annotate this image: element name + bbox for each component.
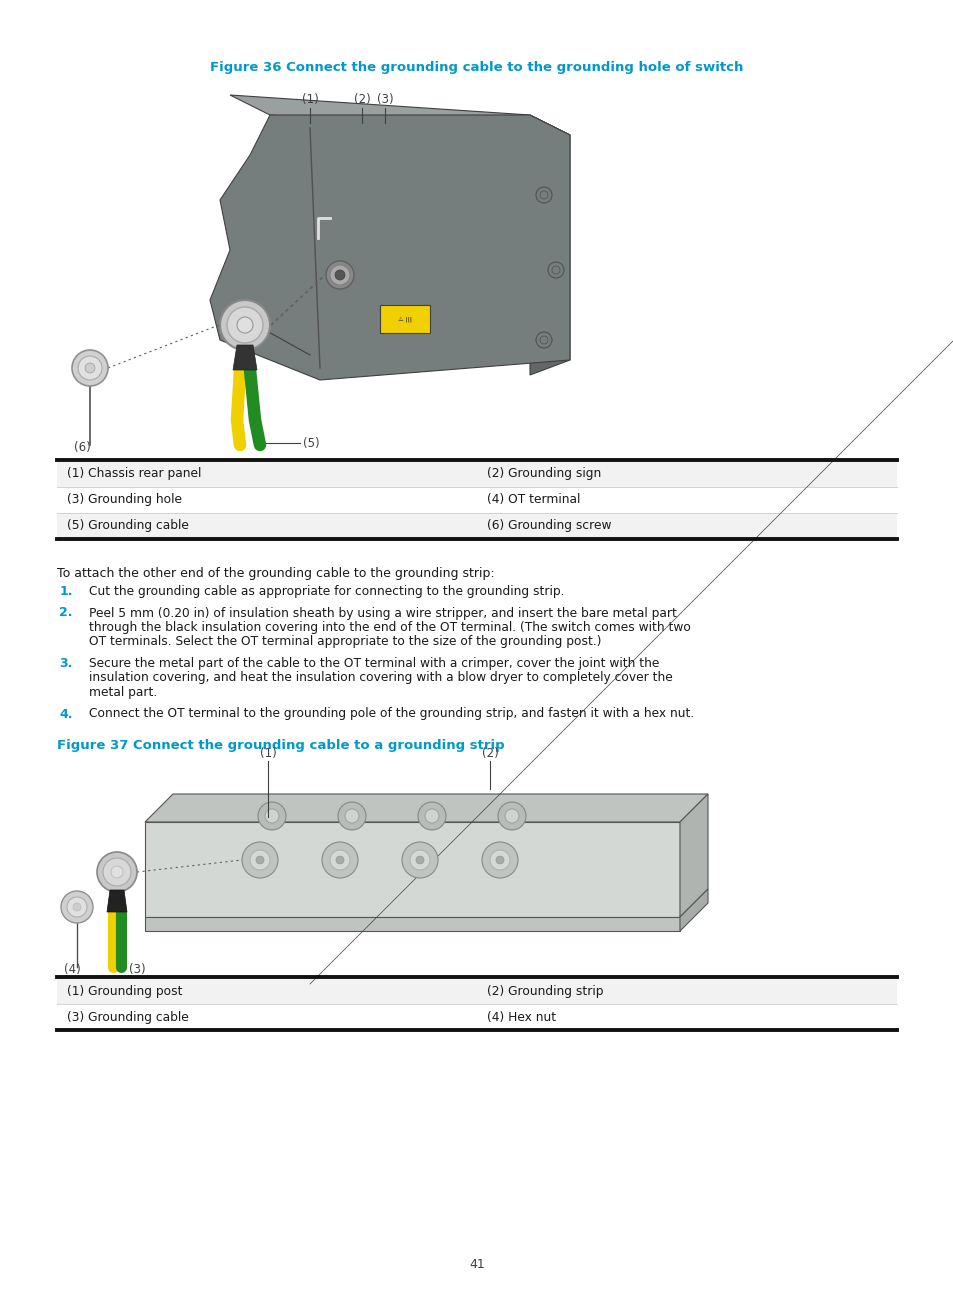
Circle shape [345, 809, 358, 823]
Text: (2) Grounding sign: (2) Grounding sign [486, 467, 600, 480]
Text: (1) Chassis rear panel: (1) Chassis rear panel [67, 467, 201, 480]
Text: ⚠ |||: ⚠ ||| [397, 316, 412, 322]
Circle shape [97, 851, 137, 892]
Text: through the black insulation covering into the end of the OT terminal. (The swit: through the black insulation covering in… [89, 621, 690, 634]
Circle shape [326, 261, 354, 289]
Text: (1) Grounding post: (1) Grounding post [67, 985, 182, 998]
FancyBboxPatch shape [57, 461, 896, 487]
FancyBboxPatch shape [57, 978, 896, 1004]
Text: (5) Grounding cable: (5) Grounding cable [67, 519, 189, 533]
Circle shape [401, 842, 437, 879]
Circle shape [496, 857, 503, 864]
Circle shape [330, 850, 350, 870]
Text: (4): (4) [317, 348, 335, 361]
Circle shape [330, 265, 350, 285]
Polygon shape [679, 795, 707, 917]
Text: 3.: 3. [59, 657, 73, 670]
Text: OT terminals. Select the OT terminal appropriate to the size of the grounding po: OT terminals. Select the OT terminal app… [89, 635, 601, 648]
Text: (2): (2) [481, 748, 497, 761]
Polygon shape [233, 345, 256, 370]
Circle shape [335, 857, 344, 864]
Polygon shape [679, 889, 707, 930]
FancyBboxPatch shape [57, 512, 896, 540]
Circle shape [71, 349, 108, 386]
Text: 4.: 4. [59, 708, 73, 721]
Circle shape [257, 802, 286, 829]
Text: (2): (2) [354, 93, 370, 106]
Circle shape [103, 858, 131, 886]
Text: (4) Hex nut: (4) Hex nut [486, 1011, 556, 1024]
Text: 1.: 1. [59, 585, 73, 598]
Circle shape [61, 892, 92, 923]
Text: (2) Grounding strip: (2) Grounding strip [486, 985, 603, 998]
Circle shape [322, 842, 357, 879]
Circle shape [220, 300, 270, 349]
Circle shape [255, 857, 264, 864]
Text: Connect the OT terminal to the grounding pole of the grounding strip, and fasten: Connect the OT terminal to the grounding… [89, 708, 694, 721]
Circle shape [424, 809, 438, 823]
FancyBboxPatch shape [57, 487, 896, 512]
Circle shape [417, 802, 446, 829]
Polygon shape [145, 822, 679, 917]
Polygon shape [230, 94, 569, 135]
Circle shape [242, 842, 277, 879]
Text: To attach the other end of the grounding cable to the grounding strip:: To attach the other end of the grounding… [57, 567, 494, 580]
Text: 41: 41 [469, 1259, 484, 1272]
Circle shape [410, 850, 430, 870]
Text: (5): (5) [303, 436, 319, 449]
Polygon shape [107, 890, 127, 912]
Text: 2.: 2. [59, 607, 73, 620]
Text: Cut the grounding cable as appropriate for connecting to the grounding strip.: Cut the grounding cable as appropriate f… [89, 585, 564, 598]
Circle shape [497, 802, 525, 829]
FancyBboxPatch shape [57, 1004, 896, 1030]
Circle shape [335, 270, 345, 280]
Circle shape [265, 809, 278, 823]
Circle shape [250, 850, 270, 870]
Circle shape [416, 857, 423, 864]
Text: (3): (3) [376, 93, 393, 106]
Text: Figure 37 Connect the grounding cable to a grounding strip: Figure 37 Connect the grounding cable to… [57, 739, 504, 752]
Circle shape [504, 809, 518, 823]
Text: (3) Grounding hole: (3) Grounding hole [67, 493, 182, 506]
Circle shape [111, 866, 123, 879]
Circle shape [78, 356, 102, 380]
Text: (1): (1) [259, 748, 276, 761]
Circle shape [73, 903, 81, 911]
Polygon shape [530, 115, 569, 375]
Text: insulation covering, and heat the insulation covering with a blow dryer to compl: insulation covering, and heat the insula… [89, 672, 672, 685]
Circle shape [227, 307, 263, 343]
Text: metal part.: metal part. [89, 686, 157, 699]
Polygon shape [210, 115, 569, 380]
Circle shape [67, 897, 87, 917]
Text: Secure the metal part of the cable to the OT terminal with a crimper, cover the : Secure the metal part of the cable to th… [89, 657, 659, 670]
Circle shape [236, 317, 253, 333]
Text: (3) Grounding cable: (3) Grounding cable [67, 1011, 189, 1024]
Text: (6): (6) [73, 440, 91, 453]
Text: Figure 36 Connect the grounding cable to the grounding hole of switch: Figure 36 Connect the grounding cable to… [210, 62, 743, 75]
Text: Peel 5 mm (0.20 in) of insulation sheath by using a wire stripper, and insert th: Peel 5 mm (0.20 in) of insulation sheath… [89, 607, 677, 620]
Circle shape [85, 364, 95, 373]
FancyBboxPatch shape [379, 305, 430, 333]
Circle shape [481, 842, 517, 879]
Circle shape [490, 850, 510, 870]
Text: (6) Grounding screw: (6) Grounding screw [486, 519, 611, 533]
Text: (4): (4) [64, 964, 80, 977]
Text: (4) OT terminal: (4) OT terminal [486, 493, 579, 506]
Polygon shape [145, 795, 707, 822]
Polygon shape [145, 917, 679, 930]
Text: (3): (3) [129, 964, 146, 977]
Circle shape [337, 802, 366, 829]
Text: (1): (1) [301, 93, 318, 106]
